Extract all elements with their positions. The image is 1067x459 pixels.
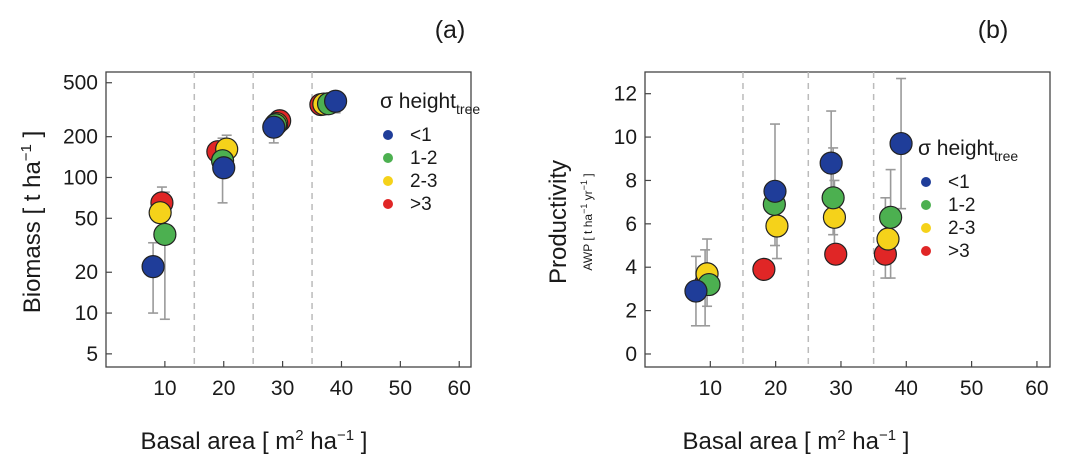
panel-b-ylabel-sub: AWP [ t ha−1 yr−1 ]: [579, 173, 595, 270]
panel-a-points: [141, 89, 348, 279]
panel-a-legend: σ heighttree <11-22-3>3: [380, 90, 480, 215]
data-point: [212, 156, 236, 180]
x-tick-label: 40: [895, 377, 918, 400]
y-tick-label: 2: [625, 300, 637, 323]
y-tick-label: 12: [614, 83, 637, 106]
panel-b-vlines: [742, 72, 875, 367]
legend-entry-label: 1-2: [410, 148, 437, 169]
x-tick-label: 10: [153, 377, 176, 400]
legend-marker: [921, 200, 931, 210]
data-point: [262, 115, 286, 139]
data-point: [763, 179, 787, 203]
panel-a-ylabel: Biomass [ t ha−1 ]: [18, 131, 46, 314]
y-tick-label: 500: [63, 72, 98, 95]
x-tick-label: 20: [212, 377, 235, 400]
legend-marker: [921, 177, 931, 187]
panel-b-xlabel: Basal area [ m2 ha−1 ]: [683, 427, 910, 455]
legend-title: σ heighttree: [380, 90, 480, 117]
legend-marker: [921, 223, 931, 233]
x-tick-label: 30: [829, 377, 852, 400]
panel-b-ylabel: Productivity: [545, 160, 572, 284]
panel-b-plot-area: [644, 71, 1051, 368]
data-point: [821, 186, 845, 210]
x-tick-label: 10: [699, 377, 722, 400]
x-tick-label: 30: [271, 377, 294, 400]
x-tick-label: 40: [330, 377, 353, 400]
panel-b-yticks: 0 2 4 6 8 10 12: [614, 83, 651, 366]
legend-entry-label: 2-3: [410, 171, 437, 192]
panel-a-xlabel: Basal area [ m2 ha−1 ]: [141, 427, 368, 455]
panel-a-xticks: 10 20 30 40 50 60: [153, 361, 471, 400]
panel-a-plot-area: [105, 71, 472, 368]
legend-marker: [383, 130, 393, 140]
data-point: [141, 255, 165, 279]
y-tick-label: 5: [86, 343, 98, 366]
legend-entry-label: >3: [948, 241, 970, 262]
data-point: [879, 205, 903, 229]
y-tick-label: 20: [75, 261, 98, 284]
x-tick-label: 20: [764, 377, 787, 400]
legend-title: σ heighttree: [918, 137, 1018, 164]
legend-marker: [383, 199, 393, 209]
legend-marker: [383, 176, 393, 186]
data-point: [323, 89, 348, 113]
data-point: [819, 151, 843, 175]
y-tick-label: 6: [625, 213, 637, 236]
y-tick-label: 0: [625, 343, 637, 366]
data-point: [684, 279, 708, 303]
legend-marker: [921, 246, 931, 256]
legend-entry-label: <1: [410, 125, 432, 146]
panel-b-productivity: (b) 10 20 30 40 50 60 0 2 4 6 8 10 12 Basal area [ …: [545, 16, 1051, 455]
panel-b-label: (b): [978, 16, 1009, 44]
data-point: [824, 242, 848, 266]
panel-b-xticks: 10 20 30 40 50 60: [699, 361, 1049, 400]
legend-entry-label: 1-2: [948, 195, 975, 216]
y-tick-label: 50: [75, 207, 98, 230]
y-tick-label: 200: [63, 126, 98, 149]
data-point: [752, 257, 776, 281]
panel-a-biomass: (a) 10 20 30 40 50 60 5 10 20 50 100 200 500 Basal …: [18, 16, 480, 455]
y-tick-label: 4: [625, 256, 637, 279]
y-tick-label: 8: [625, 169, 637, 192]
legend-marker: [383, 153, 393, 163]
panel-b-points: [684, 131, 913, 303]
panel-a-yticks: 5 10 20 50 100 200 500: [63, 72, 112, 366]
data-point: [822, 205, 847, 229]
panel-a-vlines: [193, 72, 313, 367]
data-point: [876, 227, 900, 251]
panel-a-label: (a): [435, 16, 466, 44]
x-tick-label: 60: [1025, 377, 1048, 400]
x-tick-label: 60: [448, 377, 471, 400]
y-tick-label: 10: [75, 302, 98, 325]
data-point: [765, 214, 789, 238]
data-point: [889, 131, 913, 156]
panel-b-errorbars: [690, 77, 907, 327]
legend-entry-label: <1: [948, 172, 970, 193]
data-point: [148, 201, 172, 225]
legend-entry-label: >3: [410, 194, 432, 215]
data-point: [153, 222, 177, 247]
x-tick-label: 50: [960, 377, 983, 400]
legend-entry-label: 2-3: [948, 218, 975, 239]
x-tick-label: 50: [389, 377, 412, 400]
y-tick-label: 10: [614, 126, 637, 149]
y-tick-label: 100: [63, 166, 98, 189]
panel-b-legend: σ heighttree <11-22-3>3: [918, 137, 1018, 262]
